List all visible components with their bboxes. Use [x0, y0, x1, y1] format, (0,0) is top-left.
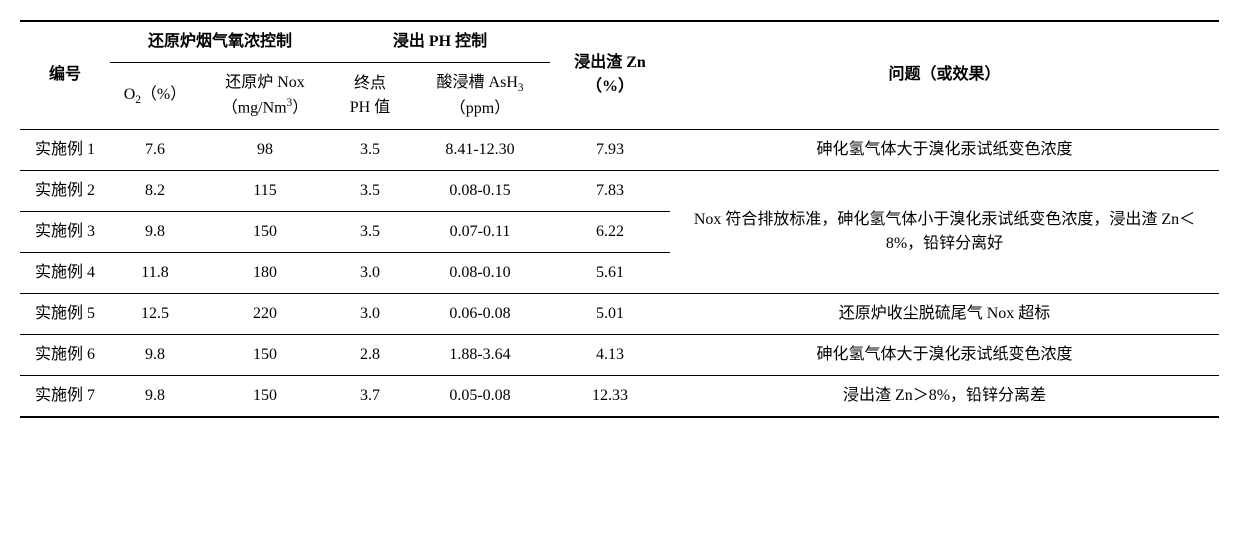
cell-nox: 115 — [200, 170, 330, 211]
cell-zn: 7.93 — [550, 129, 670, 170]
cell-id: 实施例 5 — [20, 293, 110, 334]
header-o2: O2（%） — [110, 63, 200, 130]
cell-result-merged: Nox 符合排放标准，砷化氢气体小于溴化汞试纸变色浓度，浸出渣 Zn＜8%，铅锌… — [670, 170, 1219, 293]
cell-nox: 98 — [200, 129, 330, 170]
cell-id: 实施例 6 — [20, 334, 110, 375]
header-result: 问题（或效果） — [670, 21, 1219, 129]
cell-ph: 2.8 — [330, 334, 410, 375]
cell-nox: 180 — [200, 252, 330, 293]
cell-zn: 12.33 — [550, 375, 670, 417]
cell-o2: 7.6 — [110, 129, 200, 170]
cell-ph: 3.7 — [330, 375, 410, 417]
cell-zn: 4.13 — [550, 334, 670, 375]
cell-o2: 11.8 — [110, 252, 200, 293]
cell-id: 实施例 7 — [20, 375, 110, 417]
cell-ash3: 1.88-3.64 — [410, 334, 550, 375]
cell-result: 砷化氢气体大于溴化汞试纸变色浓度 — [670, 129, 1219, 170]
cell-o2: 9.8 — [110, 211, 200, 252]
header-ph: 终点PH 值 — [330, 63, 410, 130]
cell-nox: 150 — [200, 375, 330, 417]
table-row: 实施例 5 12.5 220 3.0 0.06-0.08 5.01 还原炉收尘脱… — [20, 293, 1219, 334]
cell-ash3: 0.08-0.15 — [410, 170, 550, 211]
cell-result: 还原炉收尘脱硫尾气 Nox 超标 — [670, 293, 1219, 334]
header-group2: 浸出 PH 控制 — [330, 21, 550, 63]
cell-o2: 12.5 — [110, 293, 200, 334]
header-nox: 还原炉 Nox（mg/Nm3） — [200, 63, 330, 130]
cell-id: 实施例 4 — [20, 252, 110, 293]
table-row: 实施例 2 8.2 115 3.5 0.08-0.15 7.83 Nox 符合排… — [20, 170, 1219, 211]
cell-o2: 8.2 — [110, 170, 200, 211]
header-group1: 还原炉烟气氧浓控制 — [110, 21, 330, 63]
cell-ph: 3.5 — [330, 211, 410, 252]
cell-result: 浸出渣 Zn＞8%，铅锌分离差 — [670, 375, 1219, 417]
cell-id: 实施例 3 — [20, 211, 110, 252]
header-row-1: 编号 还原炉烟气氧浓控制 浸出 PH 控制 浸出渣 Zn（%） 问题（或效果） — [20, 21, 1219, 63]
cell-ash3: 0.07-0.11 — [410, 211, 550, 252]
cell-ph: 3.0 — [330, 293, 410, 334]
table-row: 实施例 1 7.6 98 3.5 8.41-12.30 7.93 砷化氢气体大于… — [20, 129, 1219, 170]
cell-id: 实施例 1 — [20, 129, 110, 170]
cell-o2: 9.8 — [110, 375, 200, 417]
cell-nox: 150 — [200, 334, 330, 375]
cell-ash3: 0.05-0.08 — [410, 375, 550, 417]
cell-zn: 6.22 — [550, 211, 670, 252]
table-row: 实施例 7 9.8 150 3.7 0.05-0.08 12.33 浸出渣 Zn… — [20, 375, 1219, 417]
data-table: 编号 还原炉烟气氧浓控制 浸出 PH 控制 浸出渣 Zn（%） 问题（或效果） … — [20, 20, 1219, 418]
cell-ph: 3.5 — [330, 129, 410, 170]
table-row: 实施例 6 9.8 150 2.8 1.88-3.64 4.13 砷化氢气体大于… — [20, 334, 1219, 375]
cell-id: 实施例 2 — [20, 170, 110, 211]
header-id: 编号 — [20, 21, 110, 129]
cell-result: 砷化氢气体大于溴化汞试纸变色浓度 — [670, 334, 1219, 375]
cell-nox: 220 — [200, 293, 330, 334]
cell-o2: 9.8 — [110, 334, 200, 375]
cell-ash3: 0.06-0.08 — [410, 293, 550, 334]
cell-zn: 5.61 — [550, 252, 670, 293]
cell-zn: 7.83 — [550, 170, 670, 211]
header-ash3: 酸浸槽 AsH3（ppm） — [410, 63, 550, 130]
cell-ash3: 0.08-0.10 — [410, 252, 550, 293]
cell-ash3: 8.41-12.30 — [410, 129, 550, 170]
cell-ph: 3.5 — [330, 170, 410, 211]
header-zn: 浸出渣 Zn（%） — [550, 21, 670, 129]
cell-ph: 3.0 — [330, 252, 410, 293]
cell-zn: 5.01 — [550, 293, 670, 334]
cell-nox: 150 — [200, 211, 330, 252]
